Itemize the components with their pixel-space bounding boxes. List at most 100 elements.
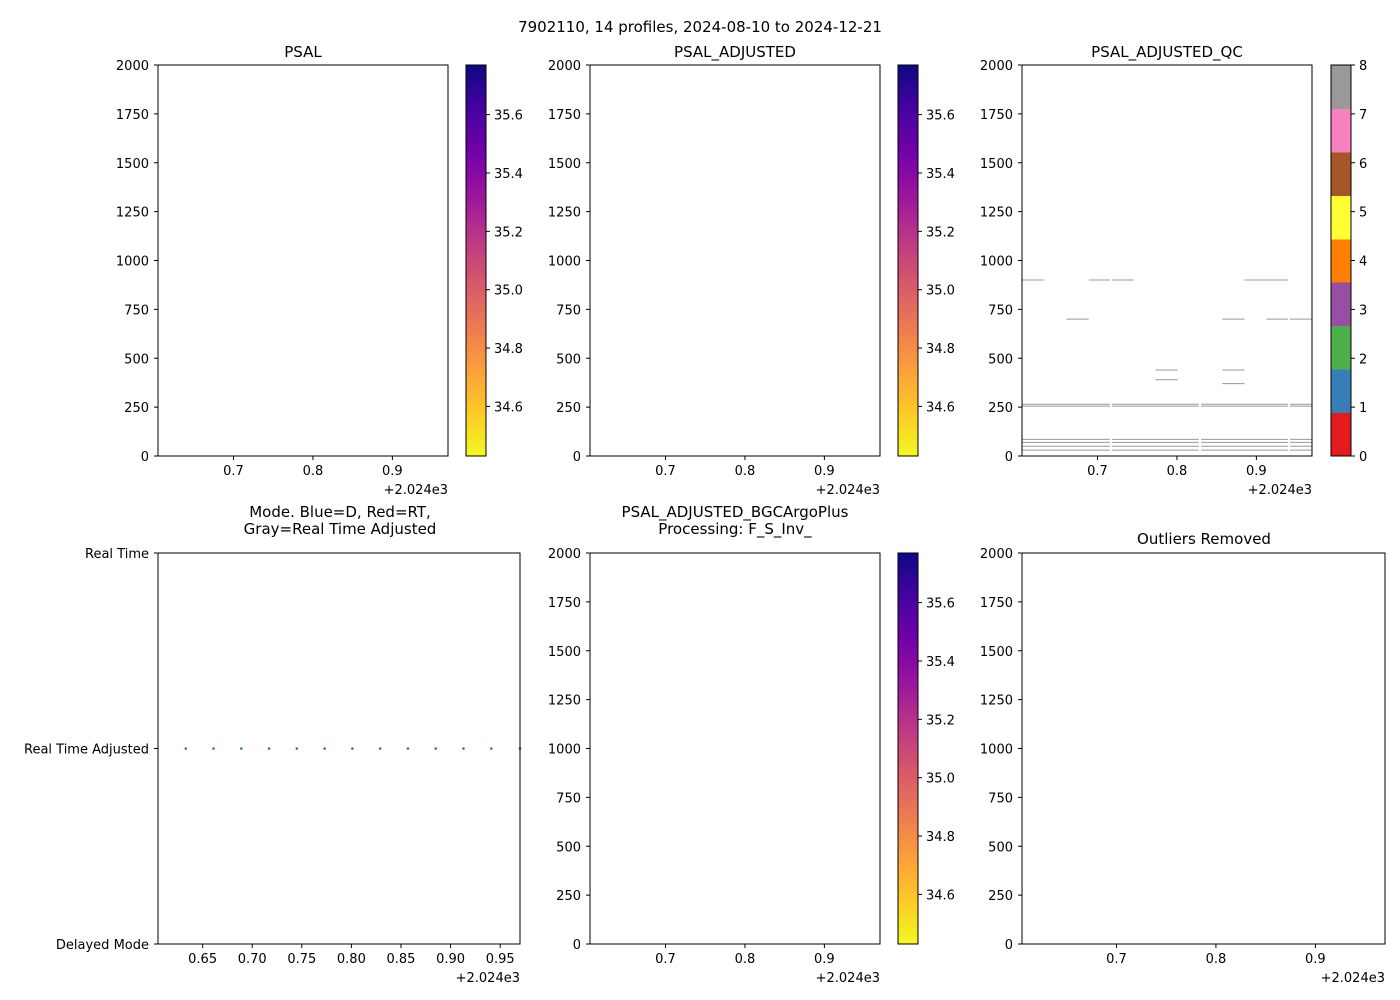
mode-point bbox=[378, 747, 382, 750]
colorbar-segment bbox=[466, 147, 486, 152]
colorbar-tick-label: 34.6 bbox=[494, 400, 523, 415]
colorbar-segment bbox=[898, 553, 918, 558]
colorbar-segment bbox=[466, 135, 486, 140]
colorbar-segment bbox=[898, 857, 918, 863]
x-offset-label: +2.024e3 bbox=[816, 971, 880, 986]
colorbar-segment bbox=[898, 642, 918, 648]
colorbar-segment bbox=[898, 861, 918, 867]
colorbar-segment bbox=[898, 416, 918, 422]
colorbar-segment bbox=[898, 725, 918, 730]
colorbar-segment bbox=[898, 713, 918, 718]
colorbar-tick-label: 34.6 bbox=[926, 400, 955, 415]
x-tick-label: 0.85 bbox=[387, 952, 416, 967]
colorbar-segment bbox=[466, 162, 486, 168]
colorbar-segment bbox=[898, 108, 918, 113]
colorbar-segment bbox=[466, 323, 486, 328]
colorbar-segment bbox=[898, 84, 918, 90]
colorbar-segment bbox=[898, 123, 918, 129]
colorbar: 34.6 34.8 35.0 35.2 35.4 35.6 bbox=[897, 64, 955, 457]
colorbar-segment bbox=[1331, 282, 1351, 327]
colorbar-segment bbox=[898, 635, 918, 640]
colorbar-segment bbox=[466, 174, 486, 179]
colorbar-segment bbox=[898, 787, 918, 793]
colorbar-segment bbox=[898, 865, 918, 871]
colorbar-segment bbox=[466, 432, 486, 438]
colorbar-segment bbox=[898, 338, 918, 344]
colorbar-segment bbox=[898, 448, 918, 453]
x-tick-label: 0.7 bbox=[655, 464, 676, 479]
colorbar-segment bbox=[466, 115, 486, 121]
mode-point bbox=[323, 747, 326, 750]
y-tick-label: 500 bbox=[124, 352, 149, 367]
colorbar-segment bbox=[898, 826, 918, 832]
y-tick-label: 1000 bbox=[548, 255, 581, 270]
colorbar-segment bbox=[466, 194, 486, 199]
colorbar-segment bbox=[898, 748, 918, 754]
colorbar-segment bbox=[898, 72, 918, 78]
colorbar-segment bbox=[898, 693, 918, 699]
colorbar-segment bbox=[898, 623, 918, 628]
colorbar-segment bbox=[898, 932, 918, 937]
colorbar-tick-label: 34.8 bbox=[494, 342, 523, 357]
colorbar-segment bbox=[898, 354, 918, 359]
figure-suptitle: 7902110, 14 profiles, 2024-08-10 to 2024… bbox=[518, 18, 882, 36]
x-tick-label: 0.9 bbox=[1246, 464, 1267, 479]
colorbar-segment bbox=[466, 268, 486, 273]
colorbar-segment bbox=[898, 924, 918, 929]
mode-point bbox=[351, 747, 354, 750]
colorbar-segment bbox=[898, 291, 918, 297]
colorbar-segment bbox=[466, 151, 486, 156]
colorbar-segment bbox=[466, 276, 486, 281]
x-offset-label: +2.024e3 bbox=[1248, 483, 1312, 498]
colorbar-segment bbox=[898, 631, 918, 636]
colorbar-frame bbox=[897, 552, 919, 945]
y-tick-label: 250 bbox=[988, 401, 1013, 416]
x-tick-label: 0.7 bbox=[223, 464, 244, 479]
colorbar-segment bbox=[466, 119, 486, 125]
colorbar-segment bbox=[898, 412, 918, 418]
colorbar-segment bbox=[466, 303, 486, 309]
x-tick-label: 0.8 bbox=[1167, 464, 1188, 479]
x-tick-label: 0.9 bbox=[382, 464, 403, 479]
colorbar-segment bbox=[898, 350, 918, 355]
colorbar-tick-label: 0 bbox=[1359, 450, 1367, 465]
colorbar-tick-label: 1 bbox=[1359, 401, 1367, 416]
colorbar-segment bbox=[898, 303, 918, 309]
y-tick-label: 0 bbox=[573, 938, 581, 953]
y-tick-label: 1500 bbox=[548, 645, 581, 660]
colorbar-segment bbox=[898, 908, 918, 914]
colorbar-segment bbox=[466, 420, 486, 426]
colorbar-segment bbox=[466, 68, 486, 74]
colorbar-tick-label: 7 bbox=[1359, 108, 1367, 123]
colorbar-segment bbox=[898, 409, 918, 414]
colorbar-segment bbox=[898, 881, 918, 886]
colorbar-segment bbox=[898, 389, 918, 395]
y-tick-label: 0 bbox=[1005, 938, 1013, 953]
colorbar-segment bbox=[466, 237, 486, 242]
colorbar-segment bbox=[466, 108, 486, 113]
colorbar-segment bbox=[466, 342, 486, 348]
colorbar-segment bbox=[466, 409, 486, 414]
colorbar-segment bbox=[898, 280, 918, 285]
colorbar-segment bbox=[466, 190, 486, 195]
colorbar-tick-label: 2 bbox=[1359, 352, 1367, 367]
colorbar-segment bbox=[466, 131, 486, 136]
colorbar-segment bbox=[898, 135, 918, 140]
colorbar-segment bbox=[898, 666, 918, 671]
colorbar-segment bbox=[898, 147, 918, 152]
colorbar-segment bbox=[898, 115, 918, 121]
colorbar-segment bbox=[898, 334, 918, 340]
colorbar-segment bbox=[466, 88, 486, 93]
colorbar-segment bbox=[898, 572, 918, 578]
colorbar-segment bbox=[466, 283, 486, 289]
chart-title: PSAL_ADJUSTED_BGCArgoPlus bbox=[622, 503, 849, 522]
colorbar-tick-label: 35.2 bbox=[494, 225, 523, 240]
colorbar-segment bbox=[466, 326, 486, 332]
y-tick-label: 250 bbox=[556, 889, 581, 904]
colorbar-segment bbox=[898, 65, 918, 70]
colorbar-segment bbox=[466, 319, 486, 324]
colorbar-segment bbox=[466, 111, 486, 117]
y-tick-label: 750 bbox=[124, 303, 149, 318]
colorbar-segment bbox=[898, 342, 918, 348]
colorbar-segment bbox=[466, 244, 486, 250]
